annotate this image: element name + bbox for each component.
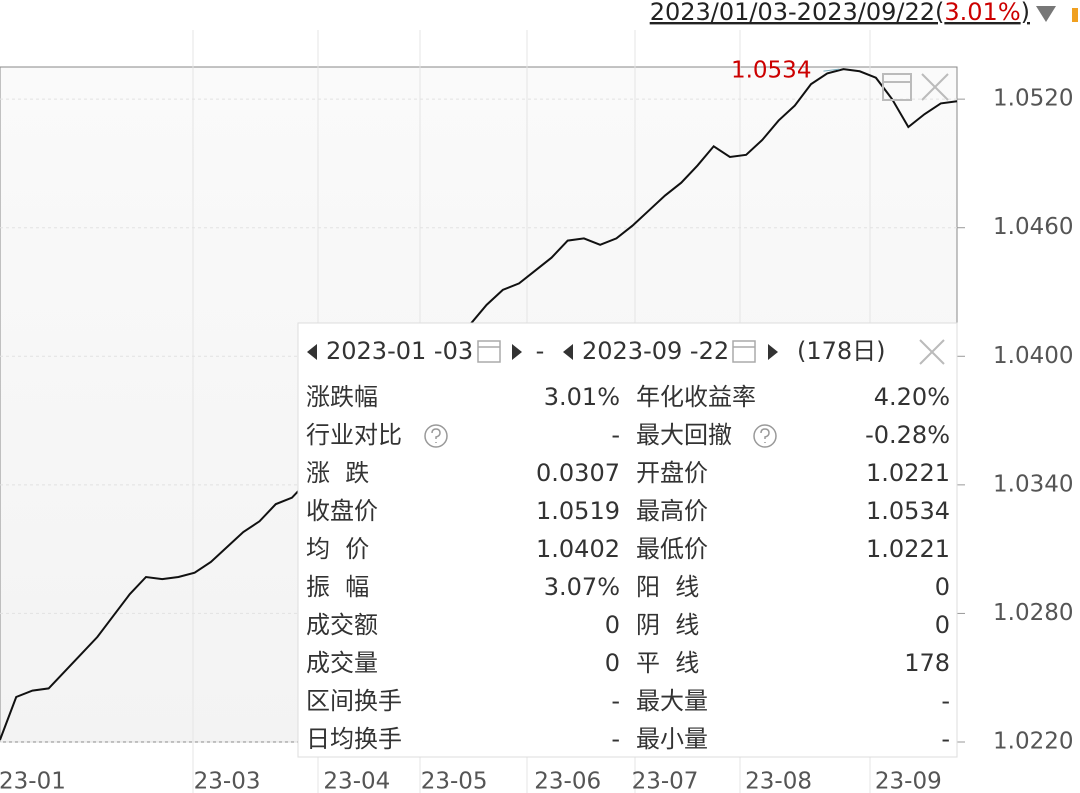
date-separator: - [536, 337, 545, 365]
stat-value: 0 [605, 649, 620, 677]
window-controls[interactable] [882, 73, 949, 101]
x-tick-label: 23-05 [421, 769, 488, 793]
y-tick-label: 1.0520 [993, 86, 1073, 112]
stat-label: 平 线 [636, 649, 699, 677]
stat-value: 178 [904, 649, 950, 677]
stat-value: -0.28% [865, 421, 950, 449]
stat-label: 最大量 [636, 687, 708, 715]
max-label: 1.0534 [731, 58, 811, 84]
popup-close[interactable] [919, 339, 945, 365]
help-circle [424, 424, 448, 448]
stat-value: 0 [935, 573, 950, 601]
date-range: 2023/01/03-2023/09/22(3.01%) [650, 0, 1030, 26]
stat-value: - [611, 687, 620, 715]
stat-value: 1.0221 [866, 459, 950, 487]
help-circle [753, 424, 777, 448]
header-part: 2023/01/03-2023/09/22( [650, 0, 945, 26]
stat-value: 1.0221 [866, 535, 950, 563]
stat-value: 3.07% [544, 573, 620, 601]
stat-label: 阳 线 [636, 573, 699, 601]
y-tick-label: 1.0280 [993, 600, 1073, 626]
header-part: ) [1021, 0, 1030, 26]
stat-value: 0 [605, 611, 620, 639]
stat-label: 成交额 [306, 611, 378, 639]
y-tick-label: 1.0220 [993, 729, 1073, 755]
end-date: 2023-09 -22 [582, 337, 729, 365]
stat-value: - [941, 687, 950, 715]
stat-label: 开盘价 [636, 459, 708, 487]
stat-label: 日均换手 [306, 725, 402, 753]
calendar-icons[interactable] [477, 340, 756, 363]
stat-value: 4.20% [874, 383, 950, 411]
stat-label: 最小量 [636, 725, 708, 753]
y-tick-label: 1.0460 [993, 214, 1073, 240]
stat-label: 行业对比 [306, 421, 402, 449]
stat-value: 1.0402 [536, 535, 620, 563]
x-tick-label: 23-07 [632, 769, 699, 793]
stat-label: 最高价 [636, 497, 708, 525]
stat-label: 区间换手 [306, 687, 402, 715]
stat-label: 振 幅 [306, 573, 369, 601]
help-mark [760, 428, 770, 443]
stat-label: 最大回撤 [636, 421, 732, 449]
max-pointer [823, 68, 840, 72]
x-tick-label: 23-03 [194, 769, 261, 793]
stat-value: - [941, 725, 950, 753]
stat-label: 涨 跌 [306, 459, 369, 487]
price-line [0, 68, 958, 741]
stat-label: 均 价 [306, 535, 369, 563]
stat-value: - [611, 725, 620, 753]
stat-value: 0.0307 [536, 459, 620, 487]
stat-label: 涨跌幅 [306, 383, 378, 411]
day-count: (178日) [797, 337, 886, 365]
stat-value: - [611, 421, 620, 449]
stat-label: 成交量 [306, 649, 378, 677]
popup-box [297, 322, 958, 758]
dropdown-arrow[interactable] [1036, 6, 1056, 22]
x-tick-label: 23-09 [875, 769, 942, 793]
stat-label: 年化收益率 [636, 383, 756, 411]
y-tick-label: 1.0340 [993, 471, 1073, 497]
help-icon[interactable] [753, 424, 777, 448]
popup [297, 322, 958, 758]
x-tick-label: 23-04 [323, 769, 390, 793]
stat-value: 1.0534 [866, 497, 950, 525]
x-tick-label: 23-08 [745, 769, 812, 793]
stat-value: 0 [935, 611, 950, 639]
y-tick-label: 1.0400 [993, 343, 1073, 369]
stat-label: 最低价 [636, 535, 708, 563]
stat-label: 收盘价 [306, 497, 378, 525]
marker [1072, 8, 1078, 22]
stat-value: 3.01% [544, 383, 620, 411]
start-date: 2023-01 -03 [326, 337, 473, 365]
help-mark [431, 428, 441, 443]
stat-label: 阴 线 [636, 611, 699, 639]
x-tick-label: 23-01 [0, 769, 66, 793]
stat-value: 1.0519 [536, 497, 620, 525]
x-tick-label: 23-06 [534, 769, 601, 793]
header-part: 3.01% [944, 0, 1020, 26]
help-icon[interactable] [424, 424, 448, 448]
